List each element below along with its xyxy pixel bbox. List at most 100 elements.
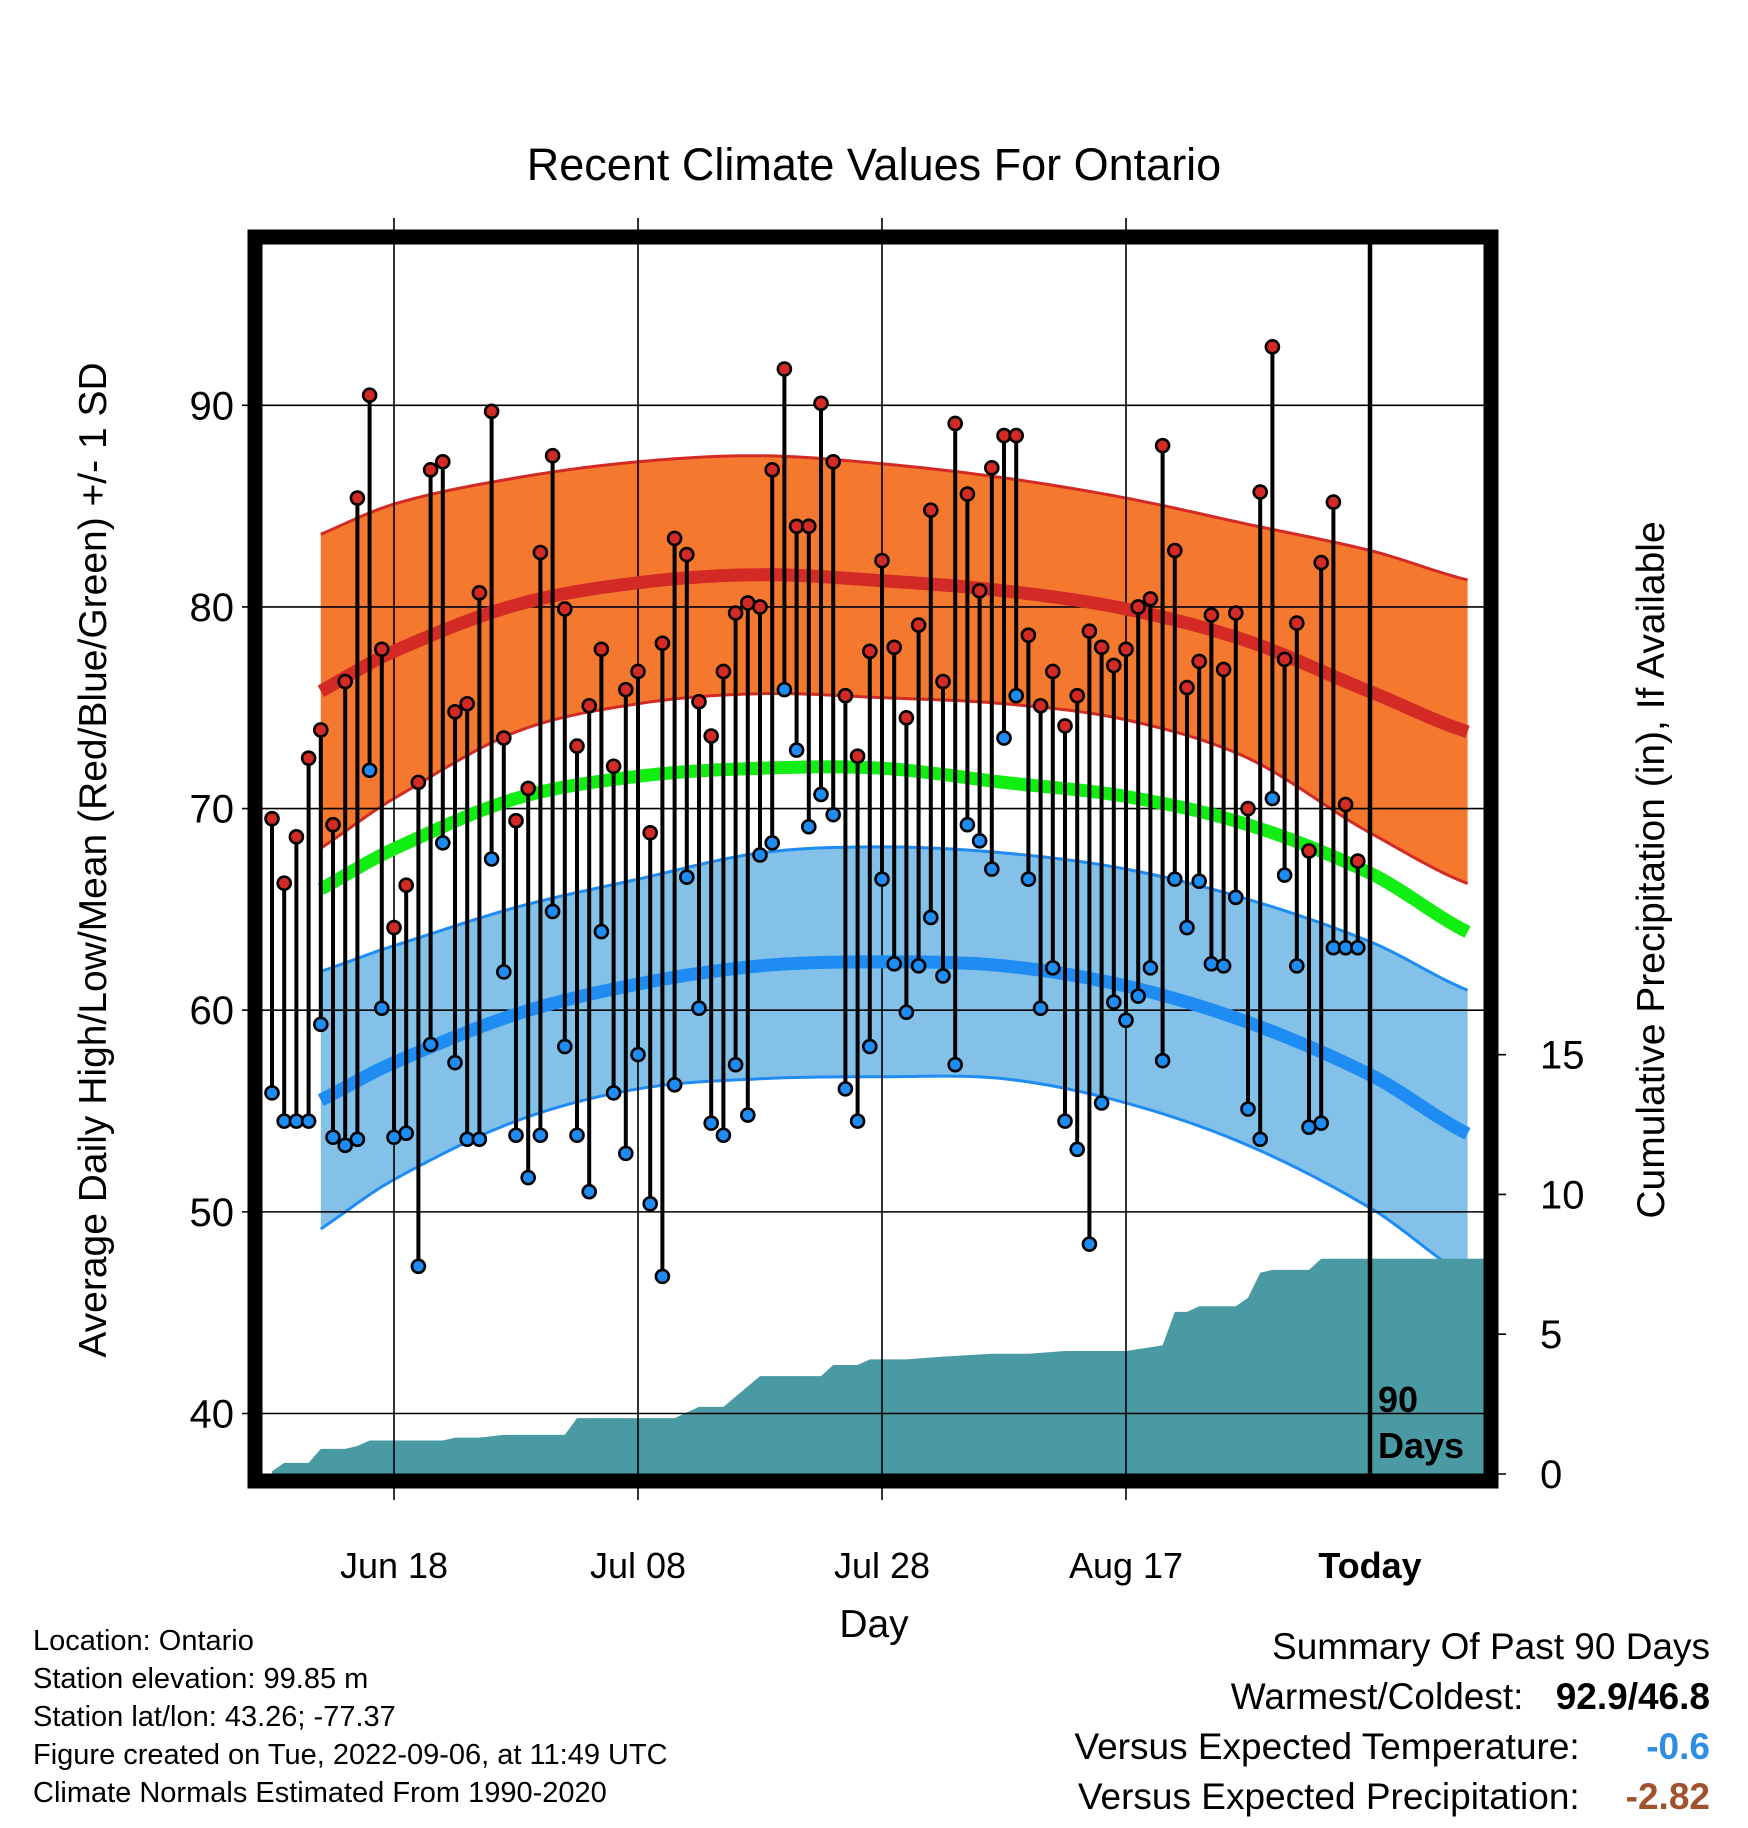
x-tick-label: Jul 28 [834,1545,930,1586]
daily-high-point [1154,437,1171,454]
warm-cold-values: 92.9/46.8 [1556,1676,1710,1717]
daily-low-point [1130,988,1146,1004]
x-axis-label: Day [839,1603,909,1646]
daily-high-point [1203,607,1220,623]
daily-high-point [617,681,634,698]
daily-low-point [593,923,610,940]
right-tick-label: 10 [1540,1173,1585,1217]
daily-low-point [569,1127,585,1144]
daily-low-point [1228,889,1244,906]
daily-high-point [544,447,561,464]
daily-high-point [300,750,317,766]
daily-low-point [471,1131,488,1148]
daily-high-point [849,748,866,764]
daily-low-point [788,742,805,758]
daily-high-point [752,599,768,615]
daily-low-point [971,833,988,849]
daily-low-point [1093,1095,1110,1111]
daily-low-point [935,968,951,984]
daily-low-point [325,1129,341,1146]
precip-area [272,1258,1484,1474]
today-marker: 90 Days [1367,244,1464,1474]
daily-low-point [1179,919,1195,936]
precip-versus-value: -2.82 [1625,1776,1710,1817]
created-line: Figure created on Tue, 2022-09-06, at 11… [33,1739,668,1771]
daily-low-point [996,730,1012,746]
daily-high-point [361,387,378,404]
daily-low-point [654,1268,671,1285]
daily-high-point [947,415,964,432]
daily-low-point [556,1038,573,1055]
daily-low-point [800,818,817,835]
daily-high-point [874,552,890,569]
daily-low-point [544,903,561,920]
daily-high-point [959,486,976,502]
daily-low-point [1154,1052,1171,1069]
daily-high-point [971,583,988,599]
daily-low-point [983,861,1000,877]
daily-low-point [1020,871,1037,887]
daily-high-point [764,462,781,478]
daily-high-point [1350,853,1366,869]
daily-low-point [1118,1012,1134,1029]
daily-low-point [495,964,512,980]
daily-high-point [1228,605,1244,621]
daily-high-point [727,605,744,621]
daily-high-point [654,635,671,652]
daily-high-point [1020,627,1037,643]
daily-high-point [337,673,354,690]
daily-high-point [1215,661,1232,678]
latlon-line: Station lat/lon: 43.26; -77.37 [33,1701,396,1733]
daily-low-point [483,851,500,867]
high-sd-upper-edge [320,454,1468,582]
coldest-value: 46.8 [1637,1676,1710,1717]
daily-high-point [349,490,366,506]
daily-high-point [1008,427,1025,444]
daily-high-point [1045,663,1061,680]
daily-low-point [910,958,927,974]
daily-high-point [825,453,842,470]
daily-low-point [361,762,378,779]
daily-high-point [288,829,305,845]
daily-high-point [410,774,427,791]
daily-low-point [373,1000,390,1017]
daily-low-point [312,1016,329,1033]
daily-high-point [1069,687,1085,704]
daily-low-point [1008,687,1025,704]
daily-low-point [1106,994,1122,1010]
daily-high-point [1167,542,1183,559]
daily-high-point [910,617,927,633]
daily-low-point [617,1145,634,1162]
daily-high-point [1142,591,1159,607]
chart-title: Recent Climate Values For Ontario [527,139,1221,190]
y-axis-label-right: Cumulative Precipitation (in), If Availa… [1630,521,1673,1218]
daily-high-point [1240,800,1256,817]
daily-high-point [264,810,280,827]
daily-low-point [886,956,903,972]
daily-low-point [447,1054,463,1071]
daily-high-point [312,722,329,738]
daily-low-point [837,1081,854,1097]
daily-high-point [520,780,537,797]
daily-high-point [703,728,720,744]
summary-panel: Summary Of Past 90 Days Warmest/Coldest:… [1074,1622,1710,1822]
normals-line: Climate Normals Estimated From 1990-2020 [33,1777,607,1809]
daily-low-point [739,1107,756,1123]
daily-low-point [1191,873,1207,889]
daily-high-point [1325,494,1342,510]
value-slash: / [1627,1676,1638,1717]
daily-high-point [898,710,915,726]
daily-low-point [715,1127,732,1144]
precipitation-area [272,1258,1484,1474]
daily-high-point [1118,641,1134,658]
left-tick-label: 90 [190,384,235,428]
axes: 40 50 60 70 80 90 0 5 10 15 Jun 18 Jul 08 Jul 28 Aug … [190,303,1585,1586]
daily-range-sticks [270,346,1360,1277]
daily-high-point [678,546,695,563]
daily-high-point [593,641,610,658]
daily-low-point [1081,1236,1098,1252]
daily-high-point [422,462,439,478]
daily-high-point [1191,653,1207,670]
daily-low-point [1252,1131,1268,1148]
